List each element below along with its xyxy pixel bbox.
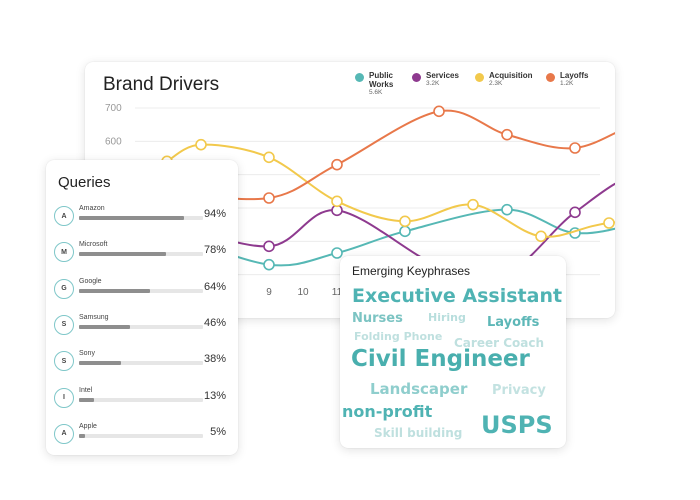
data-point (535, 230, 547, 243)
keyphrase[interactable]: Hiring (428, 311, 466, 324)
query-initial-badge: M (54, 242, 74, 263)
x-tick-label: 9 (266, 287, 272, 298)
legend-label: Layoffs (560, 71, 589, 80)
query-percent: 94% (203, 208, 226, 220)
keyphrase[interactable]: Civil Engineer (351, 346, 530, 372)
data-point (263, 240, 275, 253)
query-bar-track (79, 252, 203, 257)
legend-item-services[interactable]: Services 3.2K (412, 71, 459, 88)
query-bar-track (79, 288, 203, 293)
query-name: Google (79, 277, 102, 285)
legend-label: Public Works (369, 71, 394, 89)
keyphrase[interactable]: Nurses (352, 311, 403, 326)
keyphrase[interactable]: USPS (481, 411, 553, 439)
legend-dot (355, 73, 364, 82)
query-initial-badge: G (54, 278, 74, 299)
legend-dot (546, 73, 555, 82)
data-point (195, 138, 207, 151)
query-bar-fill (79, 252, 167, 257)
query-row[interactable]: I Intel 13% (54, 386, 234, 412)
data-point (501, 128, 513, 141)
data-point (263, 151, 275, 164)
query-initial-badge: A (54, 423, 74, 444)
keyphrase[interactable]: Folding Phone (354, 330, 443, 343)
query-name: Apple (79, 422, 97, 430)
data-point (263, 192, 275, 204)
query-name: Amazon (79, 205, 105, 212)
query-bar-track (79, 216, 203, 220)
data-point (501, 203, 513, 216)
query-row[interactable]: M Microsoft 78% (54, 240, 234, 266)
query-name: Microsoft (79, 241, 108, 249)
legend-dot (475, 73, 484, 82)
data-point (399, 225, 411, 238)
query-bar-fill (79, 433, 85, 438)
x-tick-label: 10 (297, 287, 309, 298)
keyphrase[interactable]: non-profit (342, 402, 433, 421)
query-bar-fill (79, 397, 94, 402)
query-bar-fill (79, 324, 131, 329)
query-bar-track (79, 433, 203, 438)
data-point (263, 258, 275, 271)
legend-value: 2.3K (489, 80, 503, 87)
query-initial-badge: A (54, 206, 74, 226)
keyphrase[interactable]: Layoffs (487, 315, 540, 330)
query-initial-badge: I (54, 387, 74, 408)
queries-title: Queries (58, 174, 111, 191)
keyphrase[interactable]: Skill building (374, 426, 463, 440)
keyphrases-card: Emerging Keyphrases Executive Assistant … (340, 256, 566, 448)
query-row[interactable]: G Google 64% (54, 277, 234, 303)
query-bar-fill (79, 288, 151, 293)
data-point (569, 142, 581, 154)
query-percent: 13% (203, 389, 226, 402)
legend-item-acquisition[interactable]: Acquisition 2.3K (475, 71, 533, 88)
legend-value: 1.2K (560, 80, 574, 87)
data-point (603, 217, 615, 229)
query-row[interactable]: A Apple 5% (54, 422, 234, 448)
y-tick-label: 600 (105, 136, 122, 147)
query-bar-track (79, 397, 203, 402)
query-row[interactable]: A Amazon 94% (54, 204, 234, 230)
query-bar-track (79, 361, 203, 366)
query-initial-badge: S (54, 314, 74, 335)
query-percent: 64% (203, 280, 226, 293)
x-tick-label: 11 (332, 287, 343, 298)
legend-item-public-works[interactable]: Public Works 5.6K (355, 71, 403, 97)
keyphrases-title: Emerging Keyphrases (352, 264, 471, 278)
keyphrase[interactable]: Career Coach (454, 336, 544, 350)
query-name: Samsung (79, 313, 109, 321)
query-row[interactable]: S Samsung 46% (54, 313, 234, 339)
keyphrase[interactable]: Privacy (492, 383, 546, 398)
legend-value: 5.6K (369, 89, 383, 96)
query-percent: 46% (203, 316, 226, 329)
data-point (331, 158, 343, 171)
data-point (569, 206, 581, 219)
query-bar-fill (79, 361, 122, 366)
data-point (433, 105, 445, 118)
query-bar-fill (79, 216, 184, 220)
legend-dot (412, 73, 421, 82)
query-percent: 78% (203, 244, 226, 257)
query-name: Sony (79, 350, 95, 358)
keyphrase[interactable]: Executive Assistant (352, 285, 563, 307)
data-point (399, 215, 411, 228)
legend-item-layoffs[interactable]: Layoffs 1.2K (546, 71, 588, 88)
queries-card: Queries A Amazon 94% M Microsoft 78% G Google 64… (46, 160, 238, 455)
query-percent: 5% (210, 425, 226, 438)
data-point (467, 198, 479, 211)
data-point (331, 195, 343, 208)
query-row[interactable]: S Sony 38% (54, 349, 234, 375)
legend-value: 3.2K (426, 80, 440, 87)
brand-drivers-title: Brand Drivers (103, 74, 220, 95)
query-percent: 38% (203, 353, 226, 366)
query-bar-track (79, 324, 203, 329)
legend-label: Acquisition (489, 71, 533, 80)
keyphrase[interactable]: Landscaper (370, 380, 468, 398)
query-name: Intel (79, 386, 93, 394)
data-point (331, 247, 343, 259)
legend-label: Services (426, 71, 459, 80)
query-initial-badge: S (54, 351, 74, 372)
y-tick-label: 700 (105, 103, 122, 114)
